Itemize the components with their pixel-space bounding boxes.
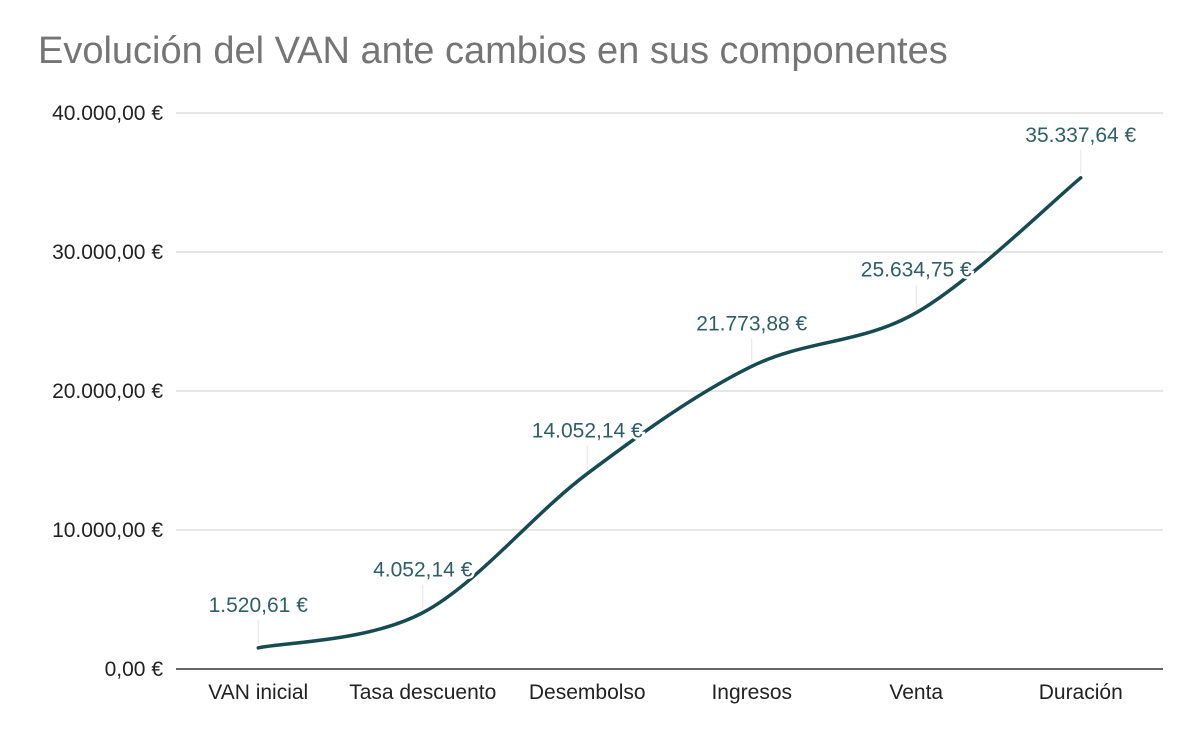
x-axis-tick-labels: VAN inicial Tasa descuento Desembolso Ingre… bbox=[208, 681, 1123, 704]
y-tick-label: 0,00 € bbox=[105, 658, 164, 681]
data-label: 1.520,61 € bbox=[209, 594, 309, 617]
x-tick-label: VAN inicial bbox=[208, 681, 308, 704]
data-point bbox=[750, 364, 754, 368]
data-label: 14.052,14 € bbox=[532, 420, 643, 443]
x-tick-label: Desembolso bbox=[529, 681, 646, 704]
y-tick-label: 20.000,00 € bbox=[52, 380, 163, 403]
data-point bbox=[421, 611, 425, 615]
chart-title: Evolución del VAN ante cambios en sus co… bbox=[38, 30, 948, 72]
series bbox=[256, 176, 1083, 650]
x-tick-label: Ingresos bbox=[711, 681, 792, 704]
data-label-leader-lines bbox=[257, 149, 1082, 644]
data-label: 21.773,88 € bbox=[696, 312, 807, 335]
data-label: 25.634,75 € bbox=[861, 259, 972, 282]
y-tick-label: 30.000,00 € bbox=[52, 241, 163, 264]
data-point bbox=[256, 646, 260, 650]
data-point bbox=[585, 472, 589, 476]
data-labels: 1.520,61 € 4.052,14 € 14.052,14 € 21.773,88… bbox=[206, 121, 1139, 619]
data-label: 35.337,64 € bbox=[1025, 124, 1136, 147]
gridlines bbox=[176, 112, 1163, 670]
x-tick-label: Venta bbox=[889, 681, 943, 704]
x-tick-label: Tasa descuento bbox=[349, 681, 496, 704]
data-label: 4.052,14 € bbox=[373, 559, 473, 582]
x-tick-label: Duración bbox=[1039, 681, 1123, 704]
y-axis-tick-labels: 0,00 € 10.000,00 € 20.000,00 € 30.000,00 € 4… bbox=[52, 102, 163, 681]
y-tick-label: 10.000,00 € bbox=[52, 519, 163, 542]
y-tick-label: 40.000,00 € bbox=[52, 102, 163, 125]
data-point bbox=[914, 311, 918, 315]
series-line bbox=[256, 176, 1083, 650]
data-point bbox=[1079, 176, 1083, 180]
